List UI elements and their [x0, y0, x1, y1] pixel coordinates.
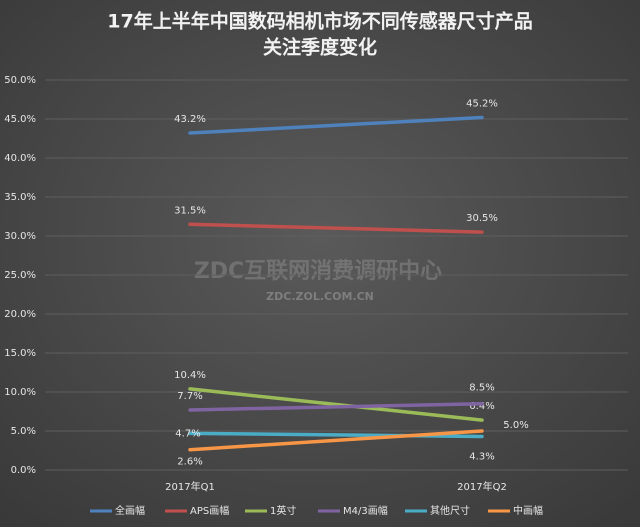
data-label: 31.5% [174, 205, 206, 216]
y-tick-label: 35.0% [4, 192, 36, 203]
data-label: 45.2% [466, 98, 498, 109]
legend-label: 其他尺寸 [430, 504, 470, 517]
legend-label: 1英寸 [270, 504, 296, 517]
y-tick-label: 25.0% [4, 270, 36, 281]
data-label: 6.4% [469, 401, 494, 412]
series-line [188, 222, 484, 234]
chart-title: 17年上半年中国数码相机市场不同传感器尺寸产品 [107, 10, 532, 33]
y-tick-label: 5.0% [11, 426, 36, 437]
series-line [188, 115, 484, 135]
data-label: 5.0% [503, 420, 528, 431]
y-tick-label: 45.0% [4, 114, 36, 125]
y-tick-label: 20.0% [4, 309, 36, 320]
data-label: 10.4% [174, 370, 206, 381]
y-tick-label: 40.0% [4, 153, 36, 164]
watermark: ZDC.ZOL.COM.CN [266, 290, 374, 303]
data-label: 4.7% [175, 428, 200, 439]
data-label: 2.6% [177, 457, 202, 468]
legend-label: 中画幅 [513, 504, 543, 517]
data-label: 43.2% [174, 114, 206, 125]
legend-label: 全画幅 [115, 504, 145, 517]
series-line [188, 429, 484, 452]
chart-title: 关注季度变化 [263, 36, 377, 59]
data-label: 7.7% [177, 391, 202, 402]
y-tick-label: 30.0% [4, 231, 36, 242]
data-label: 4.3% [469, 451, 494, 462]
x-tick-label: 2017年Q2 [457, 480, 507, 493]
y-tick-label: 10.0% [4, 387, 36, 398]
series-line [188, 401, 484, 412]
legend-label: M4/3画幅 [343, 504, 388, 517]
legend-label: APS画幅 [190, 504, 229, 517]
series-line [188, 431, 484, 439]
watermark: ZDC互联网消费调研中心 [194, 259, 442, 284]
x-tick-label: 2017年Q1 [165, 480, 215, 493]
series-line [188, 387, 484, 422]
y-tick-label: 0.0% [11, 465, 36, 476]
y-tick-label: 15.0% [4, 348, 36, 359]
y-tick-label: 50.0% [4, 75, 36, 86]
data-label: 30.5% [466, 213, 498, 224]
data-label: 8.5% [469, 383, 494, 394]
